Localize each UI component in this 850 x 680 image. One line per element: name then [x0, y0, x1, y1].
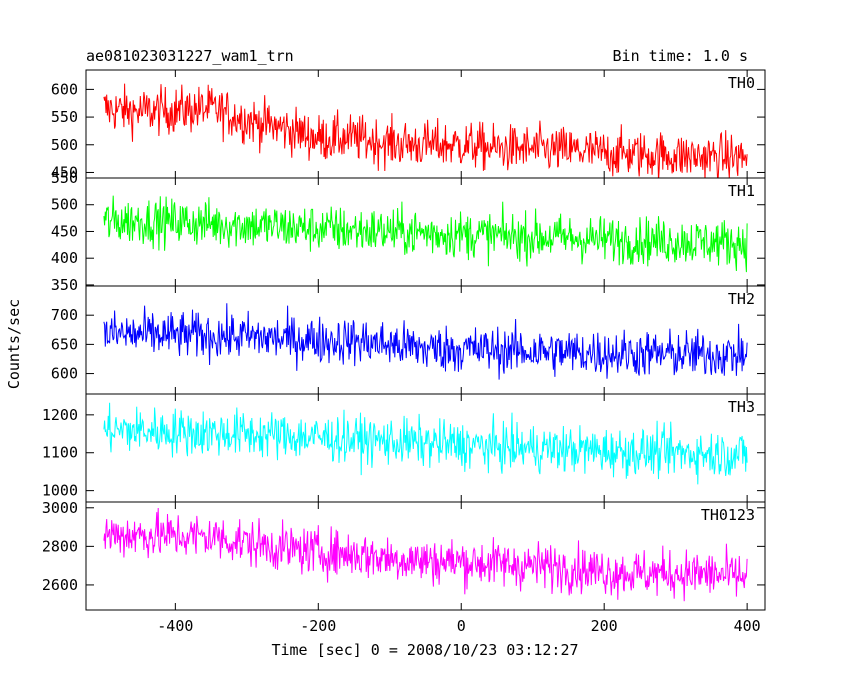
- y-tick-label: 1000: [42, 482, 78, 500]
- panel-frame-th0123: [85, 501, 766, 611]
- x-tick-label: -200: [300, 617, 336, 635]
- y-tick-label: 600: [51, 80, 78, 98]
- x-tick-label: -400: [157, 617, 193, 635]
- y-tick-label: 3000: [42, 499, 78, 517]
- panel-label-th0: TH0: [728, 74, 755, 92]
- y-tick-label: 550: [51, 108, 78, 126]
- y-tick-label: 600: [51, 365, 78, 383]
- y-tick-label: 1200: [42, 406, 78, 424]
- panel-label-th2: TH2: [728, 290, 755, 308]
- y-tick-label: 1100: [42, 444, 78, 462]
- y-tick-label: 350: [51, 276, 78, 294]
- chart-subtitle: Bin time: 1.0 s: [613, 47, 748, 65]
- y-tick-label: 500: [51, 196, 78, 214]
- y-tick-label: 400: [51, 249, 78, 267]
- series-th3-line: [103, 402, 748, 485]
- panel-label-th1: TH1: [728, 182, 755, 200]
- x-tick-label: 400: [734, 617, 761, 635]
- x-tick-label: 200: [591, 617, 618, 635]
- series-th0-line: [103, 83, 748, 178]
- chart-title: ae081023031227_wam1_trn: [86, 47, 294, 65]
- panels-group: TH0 450 500 550 600 TH1 350 400 450 500 550 TH2 600 6…: [42, 69, 766, 635]
- y-tick-label: 550: [51, 169, 78, 187]
- y-tick-label: 700: [51, 306, 78, 324]
- series-th0123-line: [103, 507, 748, 602]
- y-tick-label: 2600: [42, 576, 78, 594]
- series-th1-line: [103, 195, 748, 273]
- y-tick-label: 2800: [42, 537, 78, 555]
- y-tick-label: 450: [51, 163, 78, 181]
- panel-label-th0123: TH0123: [701, 506, 755, 524]
- x-axis-label: Time [sec] 0 = 2008/10/23 03:12:27: [271, 641, 578, 659]
- y-axis-label: Counts/sec: [5, 299, 23, 389]
- x-tick-label: 0: [457, 617, 466, 635]
- panel-label-th3: TH3: [728, 398, 755, 416]
- series-th2-line: [103, 303, 748, 380]
- y-tick-label: 450: [51, 222, 78, 240]
- y-tick-label: 650: [51, 335, 78, 353]
- y-tick-label: 500: [51, 136, 78, 154]
